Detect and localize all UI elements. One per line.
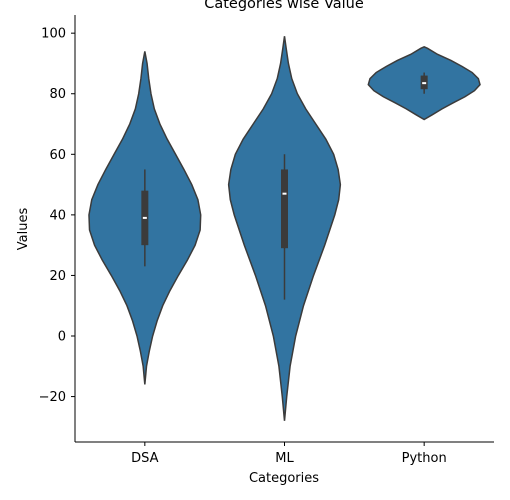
y-tick-label: −20 bbox=[39, 390, 66, 405]
violins-layer bbox=[89, 36, 480, 421]
y-tick-label: 20 bbox=[49, 269, 66, 284]
y-tick-label: 40 bbox=[49, 208, 66, 223]
x-tick-label: ML bbox=[275, 451, 294, 466]
y-tick-label: 100 bbox=[41, 27, 66, 42]
y-tick-label: 0 bbox=[58, 330, 66, 345]
y-axis-title: Values bbox=[16, 208, 31, 251]
iqr-box-ml bbox=[281, 169, 288, 248]
x-tick-label: Python bbox=[402, 451, 447, 466]
y-tick-label: 80 bbox=[49, 87, 66, 102]
y-tick-label: 60 bbox=[49, 148, 66, 163]
chart-title: Categories wise Value bbox=[204, 0, 364, 12]
x-tick-label: DSA bbox=[131, 451, 159, 466]
x-axis-title: Categories bbox=[249, 471, 319, 486]
